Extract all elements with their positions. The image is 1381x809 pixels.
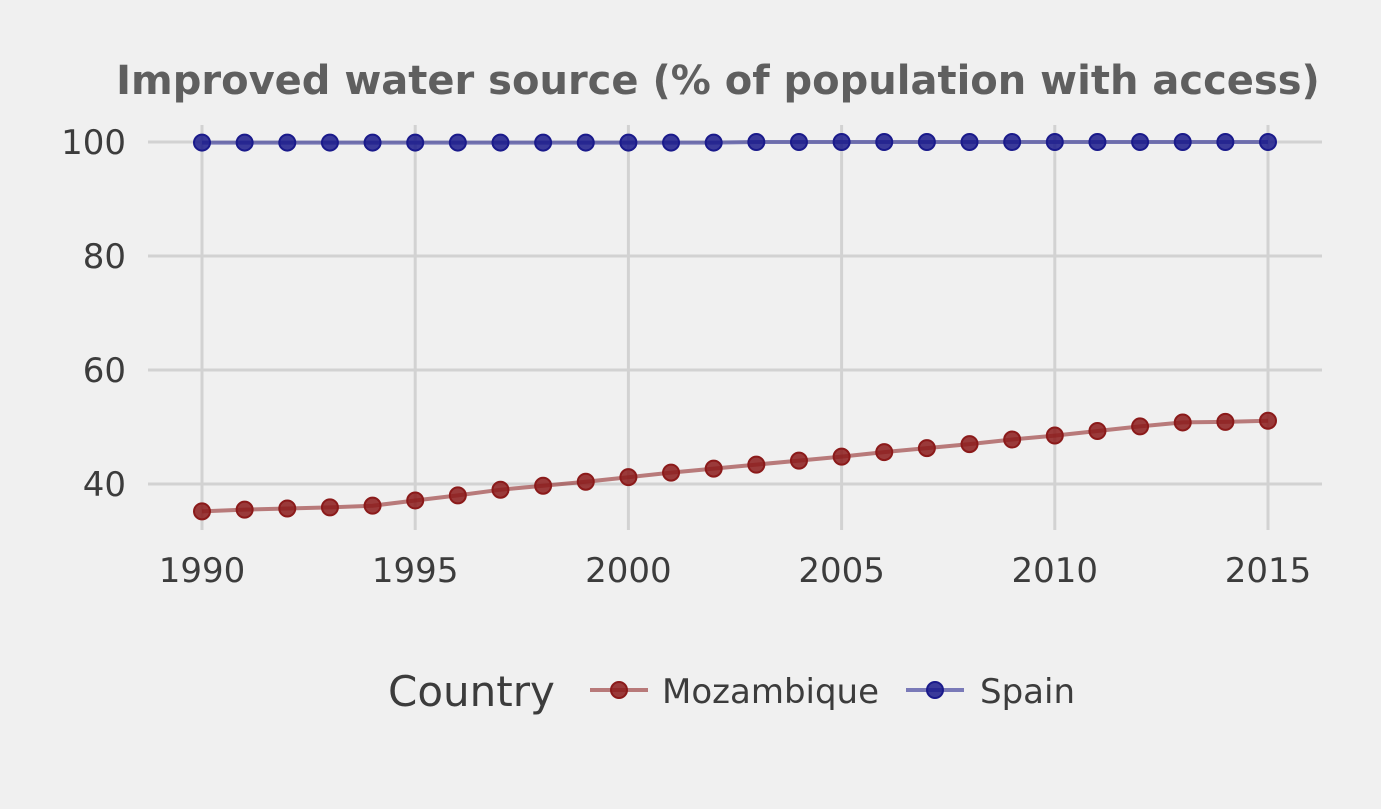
data-point	[193, 502, 211, 521]
data-point	[662, 133, 681, 152]
data-point	[1216, 412, 1235, 431]
data-point	[1173, 133, 1192, 151]
data-point	[1045, 426, 1064, 445]
data-point	[320, 498, 339, 517]
data-point	[1216, 133, 1235, 151]
data-point	[875, 443, 894, 462]
data-point	[534, 133, 553, 152]
data-point	[704, 459, 723, 478]
legend-key-point	[610, 681, 628, 699]
x-tick-label: 2000	[585, 551, 672, 591]
data-point	[448, 133, 467, 152]
data-point	[576, 472, 595, 491]
x-tick-label: 2010	[1012, 551, 1099, 591]
data-point	[406, 491, 425, 510]
data-point	[278, 133, 297, 152]
x-tick-label: 1995	[372, 551, 459, 591]
legend-title: Country	[388, 667, 555, 716]
data-point	[1131, 133, 1150, 151]
data-point	[406, 133, 425, 152]
data-point	[235, 133, 254, 152]
data-point	[1173, 413, 1192, 432]
x-tick-label: 2005	[798, 551, 885, 591]
y-axis: 40 60 80 100	[61, 123, 126, 505]
data-point	[704, 133, 723, 152]
grid	[148, 125, 1322, 530]
y-tick-label: 100	[61, 123, 126, 163]
data-point	[1045, 133, 1064, 151]
data-point	[917, 439, 936, 458]
data-point	[1088, 133, 1107, 151]
series-line	[201, 418, 1269, 514]
data-point	[747, 455, 766, 474]
legend-item-spain: Spain	[906, 672, 1075, 712]
legend-label: Spain	[980, 672, 1075, 712]
data-point	[1003, 430, 1022, 449]
legend-key-point	[926, 681, 944, 699]
data-point	[832, 447, 851, 466]
data-point	[278, 499, 297, 518]
data-point	[789, 451, 808, 470]
legend: Country Mozambique Spain	[388, 667, 1075, 716]
legend-label: Mozambique	[662, 672, 879, 712]
chart-title: Improved water source (% of population w…	[116, 58, 1320, 104]
data-point	[960, 435, 979, 454]
data-point	[917, 133, 936, 151]
data-point	[235, 500, 254, 519]
data-point	[747, 133, 766, 151]
data-point	[789, 133, 808, 151]
data-point	[619, 133, 638, 152]
data-point	[1259, 411, 1277, 430]
data-point	[832, 133, 851, 151]
series-mozambique	[193, 411, 1277, 521]
y-tick-label: 60	[83, 351, 126, 391]
data-point	[1088, 421, 1107, 440]
data-point	[662, 463, 681, 482]
x-tick-label: 1990	[159, 551, 246, 591]
series-line	[202, 140, 1268, 145]
data-point	[491, 480, 510, 499]
data-point	[1003, 133, 1022, 151]
x-axis: 1990 1995 2000 2005 2010 2015	[159, 551, 1312, 591]
data-point	[363, 133, 382, 152]
data-point	[363, 496, 382, 515]
series-spain	[193, 133, 1277, 152]
y-tick-label: 80	[83, 237, 126, 277]
data-point	[875, 133, 894, 151]
plot-area	[193, 133, 1277, 521]
x-tick-label: 2015	[1225, 551, 1312, 591]
data-point	[193, 133, 211, 152]
data-point	[491, 133, 510, 152]
data-point	[1259, 133, 1277, 151]
data-point	[619, 468, 638, 487]
legend-item-mozambique: Mozambique	[590, 672, 879, 712]
y-tick-label: 40	[83, 465, 126, 505]
data-point	[534, 476, 553, 495]
data-point	[960, 133, 979, 151]
data-point	[448, 486, 467, 505]
data-point	[1131, 417, 1150, 436]
data-point	[320, 133, 339, 152]
data-point	[576, 133, 595, 152]
